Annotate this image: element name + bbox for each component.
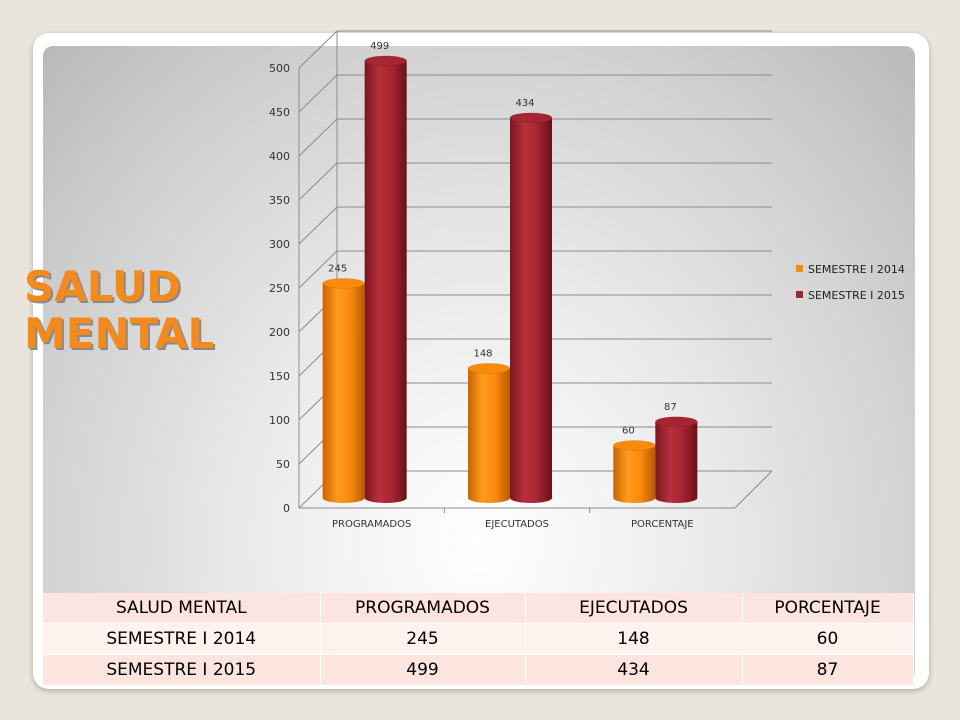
table-cell: 60 — [742, 623, 914, 655]
bar-0-0 — [322, 278, 365, 503]
table-cell: SEMESTRE I 2014 — [43, 623, 321, 655]
table-header-cell: PORCENTAJE — [742, 593, 914, 624]
gridline-side — [298, 250, 338, 289]
table-cell: 245 — [320, 623, 526, 655]
bar-top — [613, 440, 656, 451]
bar-1-0 — [364, 55, 407, 503]
chart-labels: 0 50 100 150 200 250 300 350 400 450 500 PROGRAMADO… — [269, 41, 694, 530]
bar-0-2 — [613, 440, 656, 503]
table-cell: SEMESTRE I 2015 — [43, 654, 321, 686]
slide-title-line-1: SALUD — [24, 262, 181, 311]
bar-top — [467, 363, 511, 374]
y-tick-label: 500 — [269, 62, 290, 75]
x-tick-label: PROGRAMADOS — [332, 519, 411, 530]
bar-body — [322, 283, 365, 503]
legend-swatch — [796, 265, 803, 272]
table-header-cell: SALUD MENTAL — [43, 593, 321, 624]
y-tick-label: 150 — [269, 370, 290, 383]
data-label: 148 — [473, 348, 492, 359]
table-row: SEMESTRE I 2015 499 434 87 — [43, 654, 914, 686]
x-tick-label: EJECUTADOS — [485, 519, 549, 530]
table-header-row: SALUD MENTAL PROGRAMADOS EJECUTADOS PORC… — [43, 593, 914, 624]
y-tick-label: 0 — [283, 502, 290, 515]
bar-top — [655, 416, 698, 428]
y-tick-label: 250 — [269, 282, 290, 295]
bar-top — [509, 112, 553, 124]
gridline-side — [298, 74, 338, 113]
bar-body — [655, 421, 698, 503]
bar-body — [510, 117, 552, 503]
data-table: SALUD MENTAL PROGRAMADOS EJECUTADOS PORC… — [43, 593, 914, 686]
legend-swatch — [796, 291, 803, 298]
chart-gridlines — [298, 30, 772, 509]
slide-title-line-2: MENTAL — [24, 309, 215, 358]
y-tick-label: 100 — [269, 414, 290, 427]
y-tick-label: 400 — [269, 150, 290, 163]
y-tick-label: 450 — [269, 106, 290, 119]
table-header-cell: PROGRAMADOS — [320, 593, 526, 624]
data-label: 499 — [370, 41, 389, 52]
gridline-side — [298, 206, 338, 245]
chart-bars — [322, 55, 698, 503]
bar-body — [613, 445, 656, 503]
bar-1-1 — [509, 112, 553, 503]
y-tick-label: 350 — [269, 194, 290, 207]
table-cell: 148 — [525, 623, 743, 655]
y-tick-label: 50 — [276, 458, 290, 471]
table-header-cell: EJECUTADOS — [525, 593, 743, 624]
y-tick-label: 200 — [269, 326, 290, 339]
gridline-side — [298, 118, 338, 157]
gridline-side — [298, 162, 338, 201]
x-tick-label: PORCENTAJE — [631, 519, 694, 530]
bar-top — [322, 278, 365, 289]
bar-0-1 — [467, 363, 511, 503]
floor-edge — [734, 470, 773, 509]
bar-body — [364, 60, 407, 503]
table-row: SEMESTRE I 2014 245 148 60 — [43, 623, 914, 655]
data-label: 60 — [622, 425, 635, 436]
table-cell: 499 — [320, 654, 526, 686]
data-label: 434 — [515, 98, 534, 109]
gridline-side — [298, 30, 338, 69]
data-label: 245 — [328, 263, 347, 274]
bar-body — [468, 368, 510, 503]
slide-title: SALUD MENTAL — [24, 263, 284, 357]
table-cell: 87 — [742, 654, 914, 686]
data-label: 87 — [664, 402, 677, 413]
slide-content — [43, 46, 915, 681]
chart-legend: SEMESTRE I 2014 SEMESTRE I 2015 — [796, 263, 905, 302]
table-cell: 434 — [525, 654, 743, 686]
y-tick-label: 300 — [269, 238, 290, 251]
bar-1-2 — [655, 416, 698, 503]
legend-label: SEMESTRE I 2014 — [808, 263, 905, 276]
bar-top — [364, 55, 407, 67]
legend-label: SEMESTRE I 2015 — [808, 289, 905, 302]
